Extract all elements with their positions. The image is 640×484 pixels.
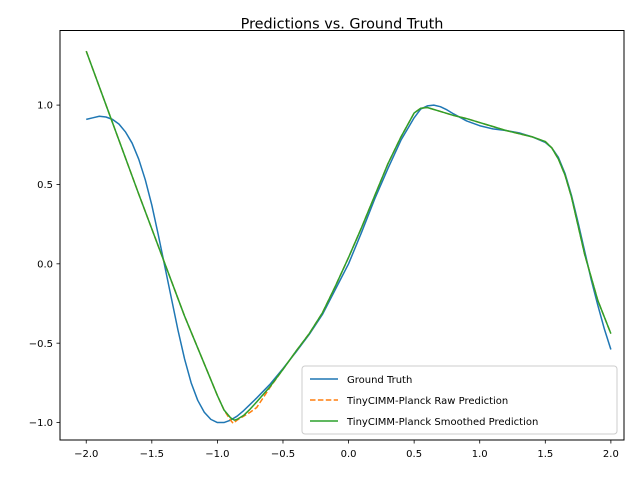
legend: Ground Truth TinyCIMM-Planck Raw Predicti… (301, 365, 618, 435)
y-tick-label: 1.0 (37, 101, 53, 112)
plot-frame (59, 30, 625, 441)
chart-title: Predictions vs. Ground Truth (241, 17, 444, 33)
x-tick-label: 1.5 (537, 449, 553, 460)
legend-label-0: Ground Truth (347, 375, 412, 386)
y-tick-label: 0.5 (37, 180, 53, 191)
x-tick-label: −1.0 (205, 449, 229, 460)
y-tick-label: 0.0 (37, 259, 53, 270)
series-line-2 (85, 50, 612, 421)
y-axis-ticks: −1.0 −0.5 0.0 0.5 1.0 (29, 101, 60, 429)
x-tick-label: 1.0 (472, 449, 488, 460)
y-tick-label: −0.5 (29, 339, 53, 350)
x-tick-label: 0.0 (341, 449, 357, 460)
x-axis-ticks: −2.0 −1.5 −1.0 −0.5 0.0 0.5 1.0 1.5 2.0 (74, 440, 619, 460)
x-tick-label: 0.5 (406, 449, 422, 460)
x-tick-label: −1.5 (140, 449, 164, 460)
legend-label-2: TinyCIMM-Planck Smoothed Prediction (346, 417, 538, 428)
x-tick-label: −0.5 (271, 449, 295, 460)
y-tick-label: −1.0 (29, 418, 53, 429)
x-tick-label: 2.0 (603, 449, 619, 460)
x-tick-label: −2.0 (74, 449, 98, 460)
legend-box (301, 365, 618, 435)
legend-label-1: TinyCIMM-Planck Raw Prediction (346, 396, 508, 407)
legend-items: Ground Truth TinyCIMM-Planck Raw Predicti… (310, 375, 538, 428)
series-layer (85, 50, 612, 425)
